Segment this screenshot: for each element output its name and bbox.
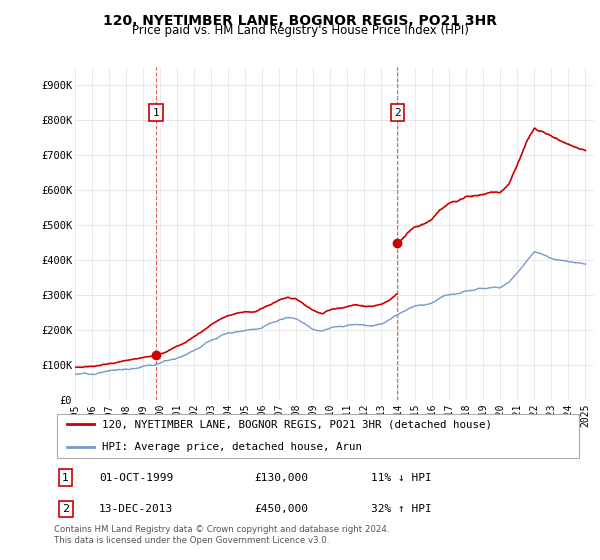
- Text: 2: 2: [62, 504, 69, 514]
- Text: 11% ↓ HPI: 11% ↓ HPI: [371, 473, 431, 483]
- FancyBboxPatch shape: [56, 413, 580, 458]
- Text: £450,000: £450,000: [254, 504, 308, 514]
- Text: 2: 2: [394, 108, 401, 118]
- Text: Contains HM Land Registry data © Crown copyright and database right 2024.
This d: Contains HM Land Registry data © Crown c…: [54, 525, 389, 545]
- Text: 32% ↑ HPI: 32% ↑ HPI: [371, 504, 431, 514]
- Text: 120, NYETIMBER LANE, BOGNOR REGIS, PO21 3HR (detached house): 120, NYETIMBER LANE, BOGNOR REGIS, PO21 …: [101, 419, 491, 430]
- Text: £130,000: £130,000: [254, 473, 308, 483]
- Text: 1: 1: [152, 108, 159, 118]
- Text: HPI: Average price, detached house, Arun: HPI: Average price, detached house, Arun: [101, 442, 362, 452]
- Text: 01-OCT-1999: 01-OCT-1999: [99, 473, 173, 483]
- Text: 1: 1: [62, 473, 69, 483]
- Text: 120, NYETIMBER LANE, BOGNOR REGIS, PO21 3HR: 120, NYETIMBER LANE, BOGNOR REGIS, PO21 …: [103, 14, 497, 28]
- Text: Price paid vs. HM Land Registry's House Price Index (HPI): Price paid vs. HM Land Registry's House …: [131, 24, 469, 37]
- Text: 13-DEC-2013: 13-DEC-2013: [99, 504, 173, 514]
